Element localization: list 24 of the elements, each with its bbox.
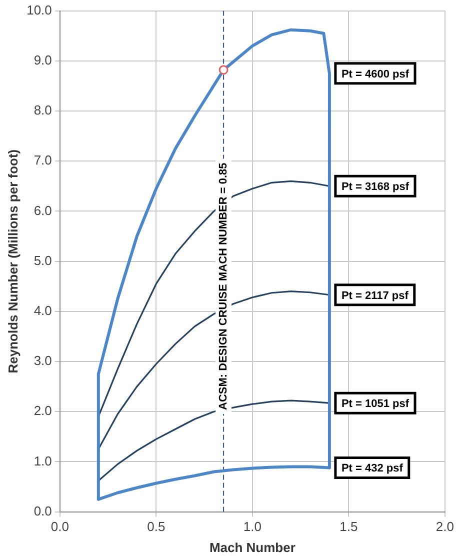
series-label: Pt = 1051 psf [341,398,410,410]
series-label: Pt = 3168 psf [341,181,410,194]
y-tick-label: 4.0 [34,302,52,318]
y-tick-label: 0.0 [34,503,52,518]
x-tick-label: 1.0 [243,519,262,534]
y-axis-title: Reynolds Number (Millions per foot) [5,149,20,374]
x-tick-label: 0.5 [147,519,166,534]
y-tick-label: 8.0 [34,102,52,118]
y-tick-label: 7.0 [34,152,52,168]
x-tick-label: 2.0 [436,519,454,534]
ref-line-label: ACSM: DESIGN CRUISE MACH NUMBER = 0.85 [218,162,230,410]
series-label: Pt = 2117 psf [341,290,409,302]
x-tick-label: 0.0 [50,519,69,534]
y-tick-label: 2.0 [34,403,52,418]
series-label: Pt = 432 psf [341,462,404,475]
y-tick-label: 9.0 [34,52,52,68]
y-tick-label: 3.0 [34,353,52,368]
y-tick-label: 10.0 [26,2,52,18]
x-axis-title: Mach Number [209,540,296,555]
y-tick-label: 6.0 [34,202,52,218]
y-tick-label: 1.0 [34,453,52,468]
x-tick-label: 1.5 [340,519,358,534]
y-tick-label: 5.0 [34,252,52,268]
series-label: Pt = 4600 psf [341,68,410,80]
